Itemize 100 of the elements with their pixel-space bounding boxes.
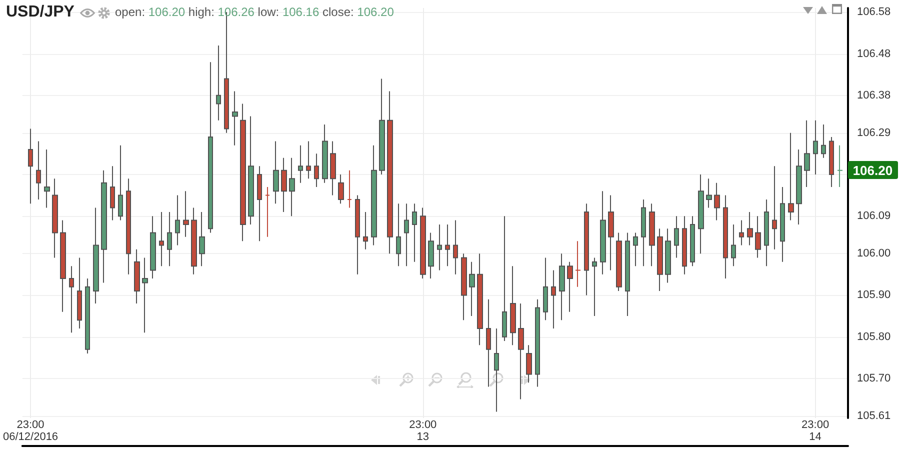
candlestick: [281, 157, 287, 212]
y-tick-label: 105.70: [857, 372, 891, 384]
y-tick-label: 106.00: [857, 248, 891, 260]
candlestick: [731, 224, 736, 267]
candlestick: [469, 261, 475, 317]
candlestick: [755, 216, 761, 258]
candlestick: [387, 90, 393, 254]
candlestick: [371, 144, 377, 246]
candlestick: [404, 203, 409, 267]
candlestick: [199, 211, 205, 267]
candlestick: [665, 228, 671, 284]
candlestick: [314, 153, 319, 188]
candlestick: [273, 140, 279, 204]
candlestick: [428, 232, 434, 280]
candlestick: [723, 194, 728, 280]
candlestick: [625, 232, 630, 317]
candlestick: [240, 103, 246, 242]
candlestick: [706, 178, 712, 208]
candlestick: [126, 178, 131, 275]
annotation: 106.20: [848, 161, 898, 180]
candlestick: [289, 157, 295, 217]
chart-title: USD/JPY: [6, 4, 75, 20]
candlestick: [592, 257, 597, 317]
candlestick: [306, 140, 311, 180]
candlestick: [134, 248, 140, 304]
candlestick: [60, 220, 66, 312]
candlestick: [551, 270, 556, 330]
candlestick: [52, 178, 58, 258]
y-tick-label: 106.09: [857, 210, 891, 222]
candlestick: [453, 220, 458, 275]
candlestick: [486, 298, 491, 388]
y-tick-label: 105.61: [857, 410, 891, 422]
candlestick: [714, 182, 720, 221]
candlestick: [150, 216, 156, 280]
candlestick: [641, 198, 646, 267]
candlestick: [829, 136, 834, 188]
candlestick: [322, 124, 328, 184]
candlestick: [813, 120, 818, 175]
candlestick: [396, 203, 401, 267]
candlestick: [232, 90, 238, 146]
candlestick: [739, 220, 744, 246]
candlestick: [657, 228, 663, 292]
y-tick-label: 105.90: [857, 289, 891, 302]
candlestick: [265, 186, 270, 238]
candlestick: [379, 78, 385, 175]
x-tick-label: 23:00 14: [802, 419, 830, 443]
candlestick: [257, 166, 262, 242]
candlestick: [142, 257, 148, 334]
candlestick: [159, 211, 164, 267]
candlestick: [674, 216, 679, 258]
candlestick: [649, 203, 655, 267]
candlestick: [118, 144, 123, 221]
candlestick: [69, 266, 74, 334]
candlestick: [477, 253, 483, 346]
candlestick: [175, 194, 180, 246]
candlestick: [36, 140, 41, 200]
candlestick: [764, 198, 769, 267]
candlestick: [543, 257, 548, 321]
candlestick: [298, 144, 303, 184]
candlestick: [445, 224, 450, 267]
candlestick: [788, 132, 794, 221]
candlestick: [85, 278, 90, 354]
candlestick: [698, 174, 704, 254]
candlestick: [584, 203, 589, 296]
candlestick: [363, 211, 368, 250]
candlestick: [804, 120, 810, 188]
candlestick: [690, 216, 695, 267]
candlestick: [608, 194, 614, 271]
candlestick: [347, 170, 352, 208]
candlestick: [338, 174, 344, 204]
x-tick-label: 23:00 06/12/2016: [2, 419, 58, 443]
y-tick-label: 106.48: [857, 48, 891, 60]
candlestick: [510, 266, 516, 346]
candlestick: [183, 190, 189, 238]
y-tick-label: 106.38: [857, 89, 891, 102]
candlestick: [437, 224, 442, 271]
y-tick-label: 105.80: [857, 330, 891, 343]
candlestick: [44, 149, 50, 208]
y-tick-label: 106.29: [857, 126, 891, 139]
candlestick: [494, 328, 499, 412]
candlestick: [616, 232, 622, 292]
candlestick: [216, 44, 221, 121]
candlestick: [110, 166, 115, 221]
candlestick: [191, 207, 197, 275]
candlestick: [28, 128, 33, 204]
candlestick: [93, 207, 99, 304]
chart-subtitle: open: 106.20 high: 106.26 low: 106.16 close: 106.20: [115, 5, 394, 19]
candlestick: [412, 203, 417, 262]
candlestick: [248, 116, 254, 225]
candlestick: [535, 298, 540, 388]
candlestick: [747, 211, 753, 246]
candlestick: [420, 207, 426, 280]
candlestick: [837, 144, 843, 188]
candlestick: [567, 261, 573, 312]
x-tick-label: 23:00 13: [409, 419, 437, 443]
candlestick: [167, 211, 172, 267]
candlestick: [780, 186, 785, 262]
candlestick: [77, 257, 82, 330]
candlestick: [821, 124, 826, 158]
candlestick: [461, 253, 467, 321]
